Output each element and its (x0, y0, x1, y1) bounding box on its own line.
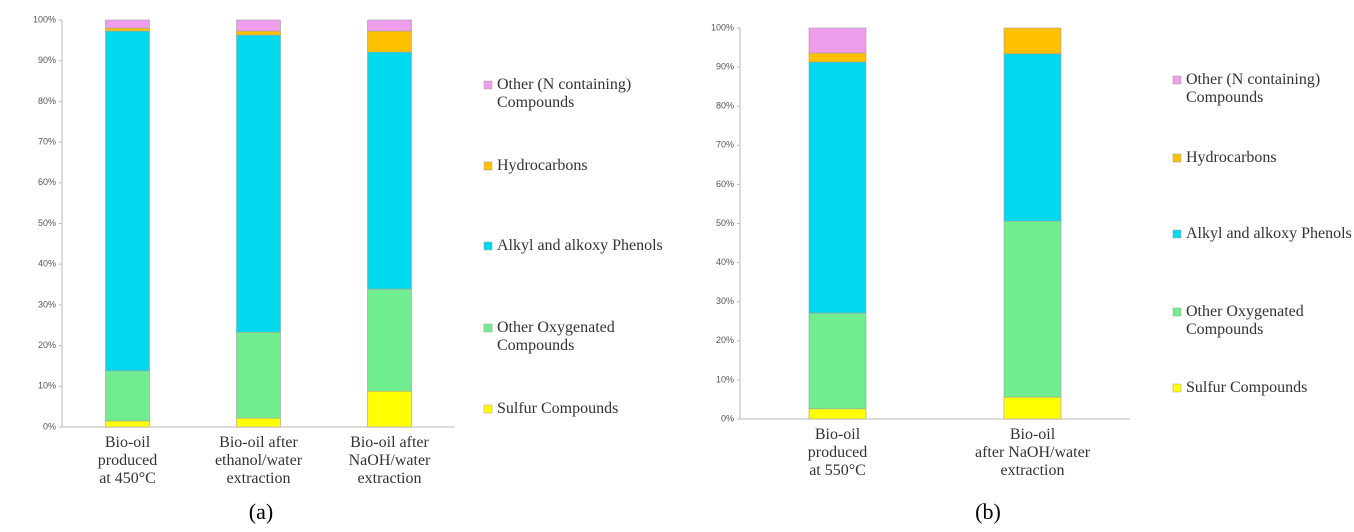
legend-swatch (483, 80, 493, 90)
bar-segment (808, 408, 867, 420)
x-tick-label: Bio-oil after NaOH/water extraction (974, 426, 1091, 479)
bar-segment (1003, 53, 1062, 222)
panel-label: (b) (975, 499, 1001, 524)
bar-segment (105, 30, 150, 372)
x-tick-label: Bio-oil produced at 450°C (97, 434, 158, 487)
bar-segment (367, 30, 412, 53)
bar-segment (808, 27, 867, 54)
y-tick-label: 20% (716, 335, 734, 345)
bar-segment (367, 288, 412, 392)
legend-label: Other Oxygenated Compounds (497, 319, 615, 354)
bar-segment (808, 61, 867, 314)
legend-label: Sulfur Compounds (1186, 379, 1308, 396)
legend-label: Hydrocarbons (497, 157, 588, 174)
bar-segment (367, 51, 412, 290)
legend-label: Other Oxygenated Compounds (1186, 303, 1304, 338)
x-tick-label: Bio-oil after ethanol/water extraction (214, 434, 303, 487)
legend-swatch (1172, 75, 1182, 85)
legend-label: Sulfur Compounds (497, 400, 619, 417)
y-tick-label: 0% (721, 413, 734, 423)
bar-segment (236, 34, 281, 333)
bar-segment (105, 370, 150, 422)
y-tick-label: 40% (716, 257, 734, 267)
y-tick-label: 10% (38, 381, 56, 391)
bar-segment (105, 27, 150, 32)
y-tick-label: 20% (38, 340, 56, 350)
y-tick-label: 30% (716, 296, 734, 306)
bar-segment (808, 52, 867, 63)
y-tick-label: 0% (43, 421, 56, 431)
bar-segment (236, 331, 281, 419)
y-tick-label: 90% (38, 55, 56, 65)
legend-label: Other (N containing) Compounds (497, 76, 632, 111)
legend-label: Alkyl and alkoxy Phenols (497, 237, 663, 254)
legend-swatch (483, 404, 493, 414)
legend-swatch (1172, 229, 1182, 239)
x-tick-label: Bio-oil after NaOH/water extraction (348, 434, 431, 487)
y-tick-label: 80% (716, 101, 734, 111)
bar-segment (367, 19, 412, 32)
bar-segment (105, 19, 150, 29)
legend-label: Other (N containing) Compounds (1186, 71, 1321, 106)
legend-swatch (483, 323, 493, 333)
bar-segment (1003, 27, 1062, 55)
bar-segment (1003, 220, 1062, 398)
legend-swatch (483, 161, 493, 171)
y-tick-label: 50% (716, 218, 734, 228)
legend-swatch (1172, 307, 1182, 317)
y-tick-label: 30% (38, 299, 56, 309)
y-tick-label: 50% (38, 218, 56, 228)
y-tick-label: 100% (711, 22, 734, 32)
bar-segment (236, 19, 281, 32)
bar-segment (367, 390, 412, 428)
y-tick-label: 40% (38, 259, 56, 269)
bar-segment (1003, 396, 1062, 420)
y-tick-label: 100% (33, 14, 56, 24)
bar-segment (236, 417, 281, 428)
y-tick-label: 60% (38, 177, 56, 187)
legend-label: Alkyl and alkoxy Phenols (1186, 225, 1352, 242)
legend-label: Hydrocarbons (1186, 149, 1277, 166)
panel-label: (a) (248, 499, 274, 524)
bar-segment (236, 30, 281, 36)
y-tick-label: 70% (38, 136, 56, 146)
legend-swatch (483, 241, 493, 251)
bar-segment (105, 420, 150, 428)
y-tick-label: 10% (716, 374, 734, 384)
y-tick-label: 60% (716, 179, 734, 189)
y-tick-label: 70% (716, 140, 734, 150)
y-tick-label: 90% (716, 61, 734, 71)
y-tick-label: 80% (38, 96, 56, 106)
legend-swatch (1172, 383, 1182, 393)
legend-swatch (1172, 153, 1182, 163)
bar-segment (808, 312, 867, 410)
x-tick-label: Bio-oil produced at 550°C (807, 426, 868, 479)
